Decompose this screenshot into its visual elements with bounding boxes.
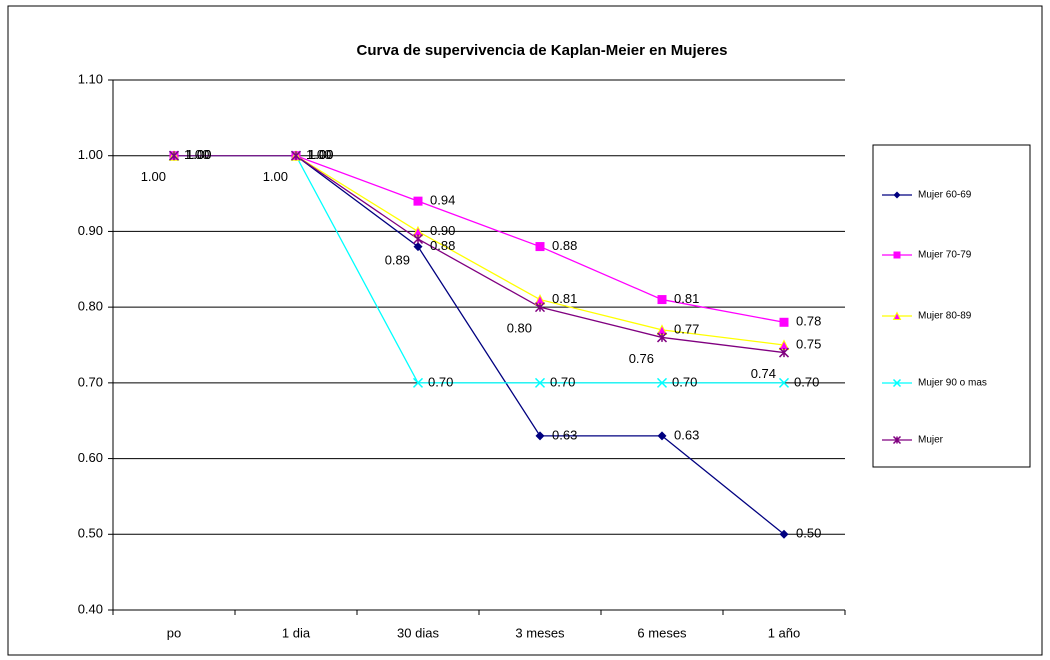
marker xyxy=(656,377,668,388)
data-label: 1.00 xyxy=(186,147,211,162)
data-label: 0.81 xyxy=(552,291,577,306)
data-label: 0.76 xyxy=(629,351,654,366)
y-tick-label: 0.40 xyxy=(78,601,103,616)
legend-label: Mujer 80-89 xyxy=(918,311,972,322)
data-label: 1.00 xyxy=(141,169,166,184)
marker xyxy=(534,302,546,313)
data-label: 0.70 xyxy=(794,374,819,389)
x-tick-label: 1 año xyxy=(768,625,801,640)
data-label: 1.00 xyxy=(306,147,331,162)
legend-marker xyxy=(893,191,901,199)
chart-title: Curva de supervivencia de Kaplan-Meier e… xyxy=(357,42,728,59)
data-label: 1.00 xyxy=(186,147,211,162)
legend-marker xyxy=(892,435,902,445)
data-label: 0.90 xyxy=(430,223,455,238)
marker xyxy=(168,150,180,161)
data-label: 0.88 xyxy=(430,238,455,253)
data-label: 0.88 xyxy=(552,238,577,253)
data-label: 1.00 xyxy=(184,147,209,162)
y-tick-label: 1.10 xyxy=(78,71,103,86)
data-label: 1.00 xyxy=(186,147,211,162)
marker xyxy=(412,377,424,388)
data-label: 0.77 xyxy=(674,321,699,336)
series-line xyxy=(174,155,785,354)
x-tick-label: 1 dia xyxy=(282,625,311,640)
data-label: 0.63 xyxy=(552,427,577,442)
y-tick-label: 1.00 xyxy=(78,147,103,162)
legend-label: Mujer 60-69 xyxy=(918,190,972,201)
x-tick-label: 3 meses xyxy=(515,625,565,640)
y-tick-label: 0.80 xyxy=(78,299,103,314)
data-label: 1.00 xyxy=(308,147,333,162)
legend-marker xyxy=(892,311,902,320)
marker xyxy=(290,150,302,161)
data-label: 0.50 xyxy=(796,526,821,541)
marker xyxy=(657,431,667,441)
marker xyxy=(779,529,789,539)
marker xyxy=(413,196,423,206)
data-label: 0.75 xyxy=(796,336,821,351)
legend-marker xyxy=(892,378,902,388)
data-label: 0.70 xyxy=(428,374,453,389)
data-label: 0.70 xyxy=(550,374,575,389)
y-tick-label: 0.70 xyxy=(78,374,103,389)
marker xyxy=(412,233,424,245)
legend-label: Mujer 90 o mas xyxy=(918,378,987,389)
legend-label: Mujer 70-79 xyxy=(918,250,972,261)
marker xyxy=(779,317,789,327)
data-label: 0.74 xyxy=(751,366,776,381)
data-label: 0.78 xyxy=(796,314,821,329)
data-label: 0.94 xyxy=(430,193,455,208)
legend-label: Mujer xyxy=(918,435,944,446)
y-tick-label: 0.90 xyxy=(78,223,103,238)
marker xyxy=(657,295,667,305)
data-label: 0.89 xyxy=(385,252,410,267)
marker xyxy=(535,431,545,441)
legend-marker xyxy=(893,251,901,259)
marker xyxy=(413,242,423,252)
x-tick-label: 6 meses xyxy=(637,625,687,640)
x-tick-label: 30 dias xyxy=(397,625,439,640)
data-label: 0.63 xyxy=(674,427,699,442)
data-label: 1.00 xyxy=(308,147,333,162)
data-label: 0.70 xyxy=(672,374,697,389)
marker xyxy=(778,377,790,388)
data-label: 1.00 xyxy=(263,169,288,184)
y-tick-label: 0.60 xyxy=(78,450,103,465)
marker xyxy=(656,332,668,343)
x-tick-label: po xyxy=(167,625,181,640)
legend-box xyxy=(872,144,1031,468)
chart-border xyxy=(7,5,1043,656)
marker xyxy=(778,347,790,358)
data-label: 0.81 xyxy=(674,291,699,306)
data-label: 0.80 xyxy=(507,321,532,336)
data-label: 1.00 xyxy=(308,147,333,162)
y-tick-label: 0.50 xyxy=(78,526,103,541)
marker xyxy=(534,377,546,388)
marker xyxy=(535,242,545,252)
